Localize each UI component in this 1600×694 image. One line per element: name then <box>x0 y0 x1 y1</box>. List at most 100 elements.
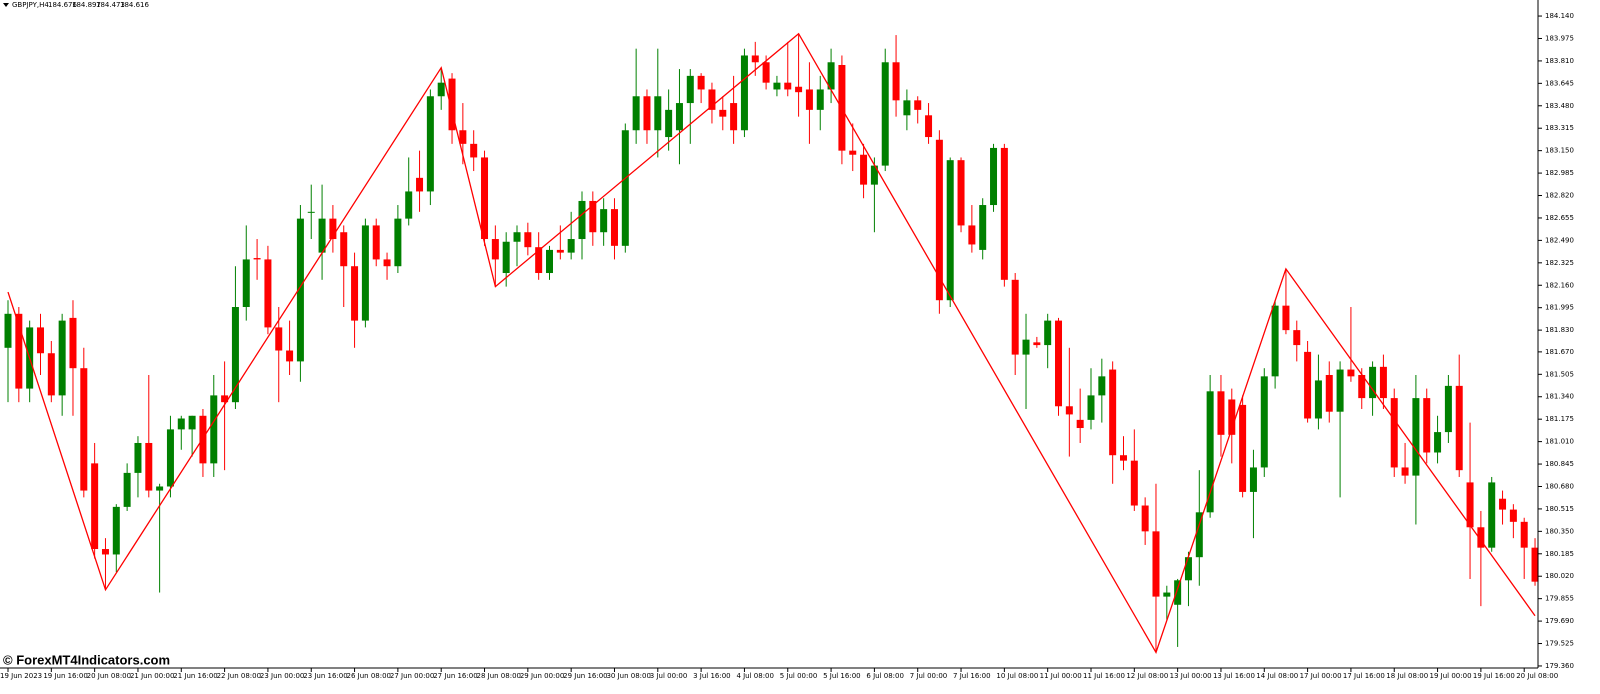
x-tick-label: 5 Jul 00:00 <box>780 672 818 680</box>
candle-body <box>1152 531 1160 597</box>
candle-body <box>1271 305 1279 377</box>
candle-body <box>1217 391 1225 435</box>
candle-body <box>481 157 489 240</box>
y-tick-label: 182.985 <box>1545 169 1574 177</box>
x-tick-label: 6 Jul 08:00 <box>866 672 904 680</box>
candle-body <box>535 247 543 274</box>
candle-body <box>1206 391 1214 513</box>
x-tick-label: 17 Jul 00:00 <box>1300 672 1342 680</box>
candle-body <box>177 418 185 430</box>
candle-body <box>610 209 618 246</box>
x-tick-label: 7 Jul 16:00 <box>953 672 991 680</box>
x-tick-label: 19 Jun 16:00 <box>43 672 87 680</box>
candle-body <box>730 103 738 131</box>
candle-body <box>221 395 229 403</box>
candle-body <box>123 472 131 507</box>
candle-body <box>968 225 976 245</box>
header-value: 184.473 <box>96 1 125 9</box>
candle-body <box>1163 592 1171 597</box>
candle-body <box>340 232 348 267</box>
candle-body <box>1314 380 1322 419</box>
candle-body <box>946 160 954 301</box>
x-tick-label: 14 Jul 08:00 <box>1256 672 1298 680</box>
candle-body <box>1119 455 1127 461</box>
candle-body <box>1130 460 1138 506</box>
candle-body <box>112 506 120 555</box>
candle-body <box>1531 547 1539 582</box>
zigzag-line <box>7 32 1536 654</box>
candle-body <box>578 200 586 240</box>
candle-body <box>870 165 878 185</box>
candle-body <box>556 249 564 253</box>
candle-body <box>773 82 781 90</box>
candle-body <box>751 55 759 63</box>
x-tick-label: 30 Jun 08:00 <box>606 672 650 680</box>
candle-body <box>816 89 824 110</box>
candle-body <box>892 62 900 101</box>
candle-body <box>1239 404 1247 492</box>
candle-body <box>1379 366 1387 399</box>
y-tick-label: 181.995 <box>1545 304 1574 312</box>
candle-body <box>1369 366 1377 399</box>
candle-body <box>1228 399 1236 435</box>
candle-body <box>1055 320 1063 407</box>
candle-body <box>383 259 391 267</box>
candle-body <box>199 415 207 464</box>
candle-body <box>1444 385 1452 433</box>
candle-body <box>1358 374 1366 399</box>
candle-body <box>405 191 413 219</box>
candle-body <box>632 96 640 131</box>
x-tick-label: 27 Jun 00:00 <box>390 672 434 680</box>
candle-body <box>665 109 673 138</box>
candle-body <box>470 143 478 158</box>
header-value: 184.616 <box>120 1 149 9</box>
y-tick-label: 182.490 <box>1545 236 1574 244</box>
candle-body <box>166 429 174 487</box>
y-tick-label: 181.340 <box>1545 393 1574 401</box>
candle-body <box>546 249 553 274</box>
y-tick-label: 181.505 <box>1545 370 1574 378</box>
candle-body <box>188 415 196 430</box>
x-tick-label: 12 Jul 08:00 <box>1126 672 1168 680</box>
x-tick-label: 20 Jul 08:00 <box>1516 672 1558 680</box>
x-tick-label: 13 Jul 16:00 <box>1213 672 1255 680</box>
symbol-label: GBPJPY,H4 <box>12 1 49 9</box>
y-tick-label: 183.645 <box>1545 79 1574 87</box>
candle-body <box>275 327 283 351</box>
candle-body <box>416 177 424 192</box>
x-tick-label: 18 Jul 08:00 <box>1386 672 1428 680</box>
x-tick-label: 23 Jun 16:00 <box>303 672 347 680</box>
candle-body <box>1087 395 1095 420</box>
candle-body <box>1304 351 1312 419</box>
y-tick-label: 184.140 <box>1545 12 1574 20</box>
candle-body <box>621 130 629 246</box>
candle-body <box>91 463 99 550</box>
x-tick-label: 11 Jul 00:00 <box>1040 672 1082 680</box>
candle-body <box>1076 419 1084 429</box>
candle-body <box>1423 398 1431 453</box>
header-value: 184.676 <box>48 1 77 9</box>
candle-body <box>827 62 835 90</box>
candle-body <box>1044 320 1052 346</box>
candle-body <box>1174 580 1182 605</box>
candle-body <box>307 211 315 213</box>
y-tick-label: 183.975 <box>1545 34 1574 42</box>
candle-body <box>881 62 889 166</box>
y-tick-label: 182.160 <box>1545 281 1574 289</box>
x-tick-label: 26 Jun 08:00 <box>347 672 391 680</box>
y-tick-label: 180.845 <box>1545 460 1574 468</box>
y-tick-label: 183.315 <box>1545 124 1574 132</box>
candle-body <box>210 395 218 464</box>
candle-body <box>1184 557 1192 581</box>
candle-body <box>805 89 813 110</box>
candle-body <box>524 232 532 248</box>
candle-body <box>156 486 164 491</box>
x-tick-label: 4 Jul 08:00 <box>736 672 774 680</box>
candle-body <box>145 442 153 491</box>
candle-body <box>80 368 88 491</box>
candle-body <box>491 239 499 260</box>
candle-body <box>849 150 857 155</box>
candle-body <box>351 266 359 321</box>
candle-body <box>101 549 109 555</box>
